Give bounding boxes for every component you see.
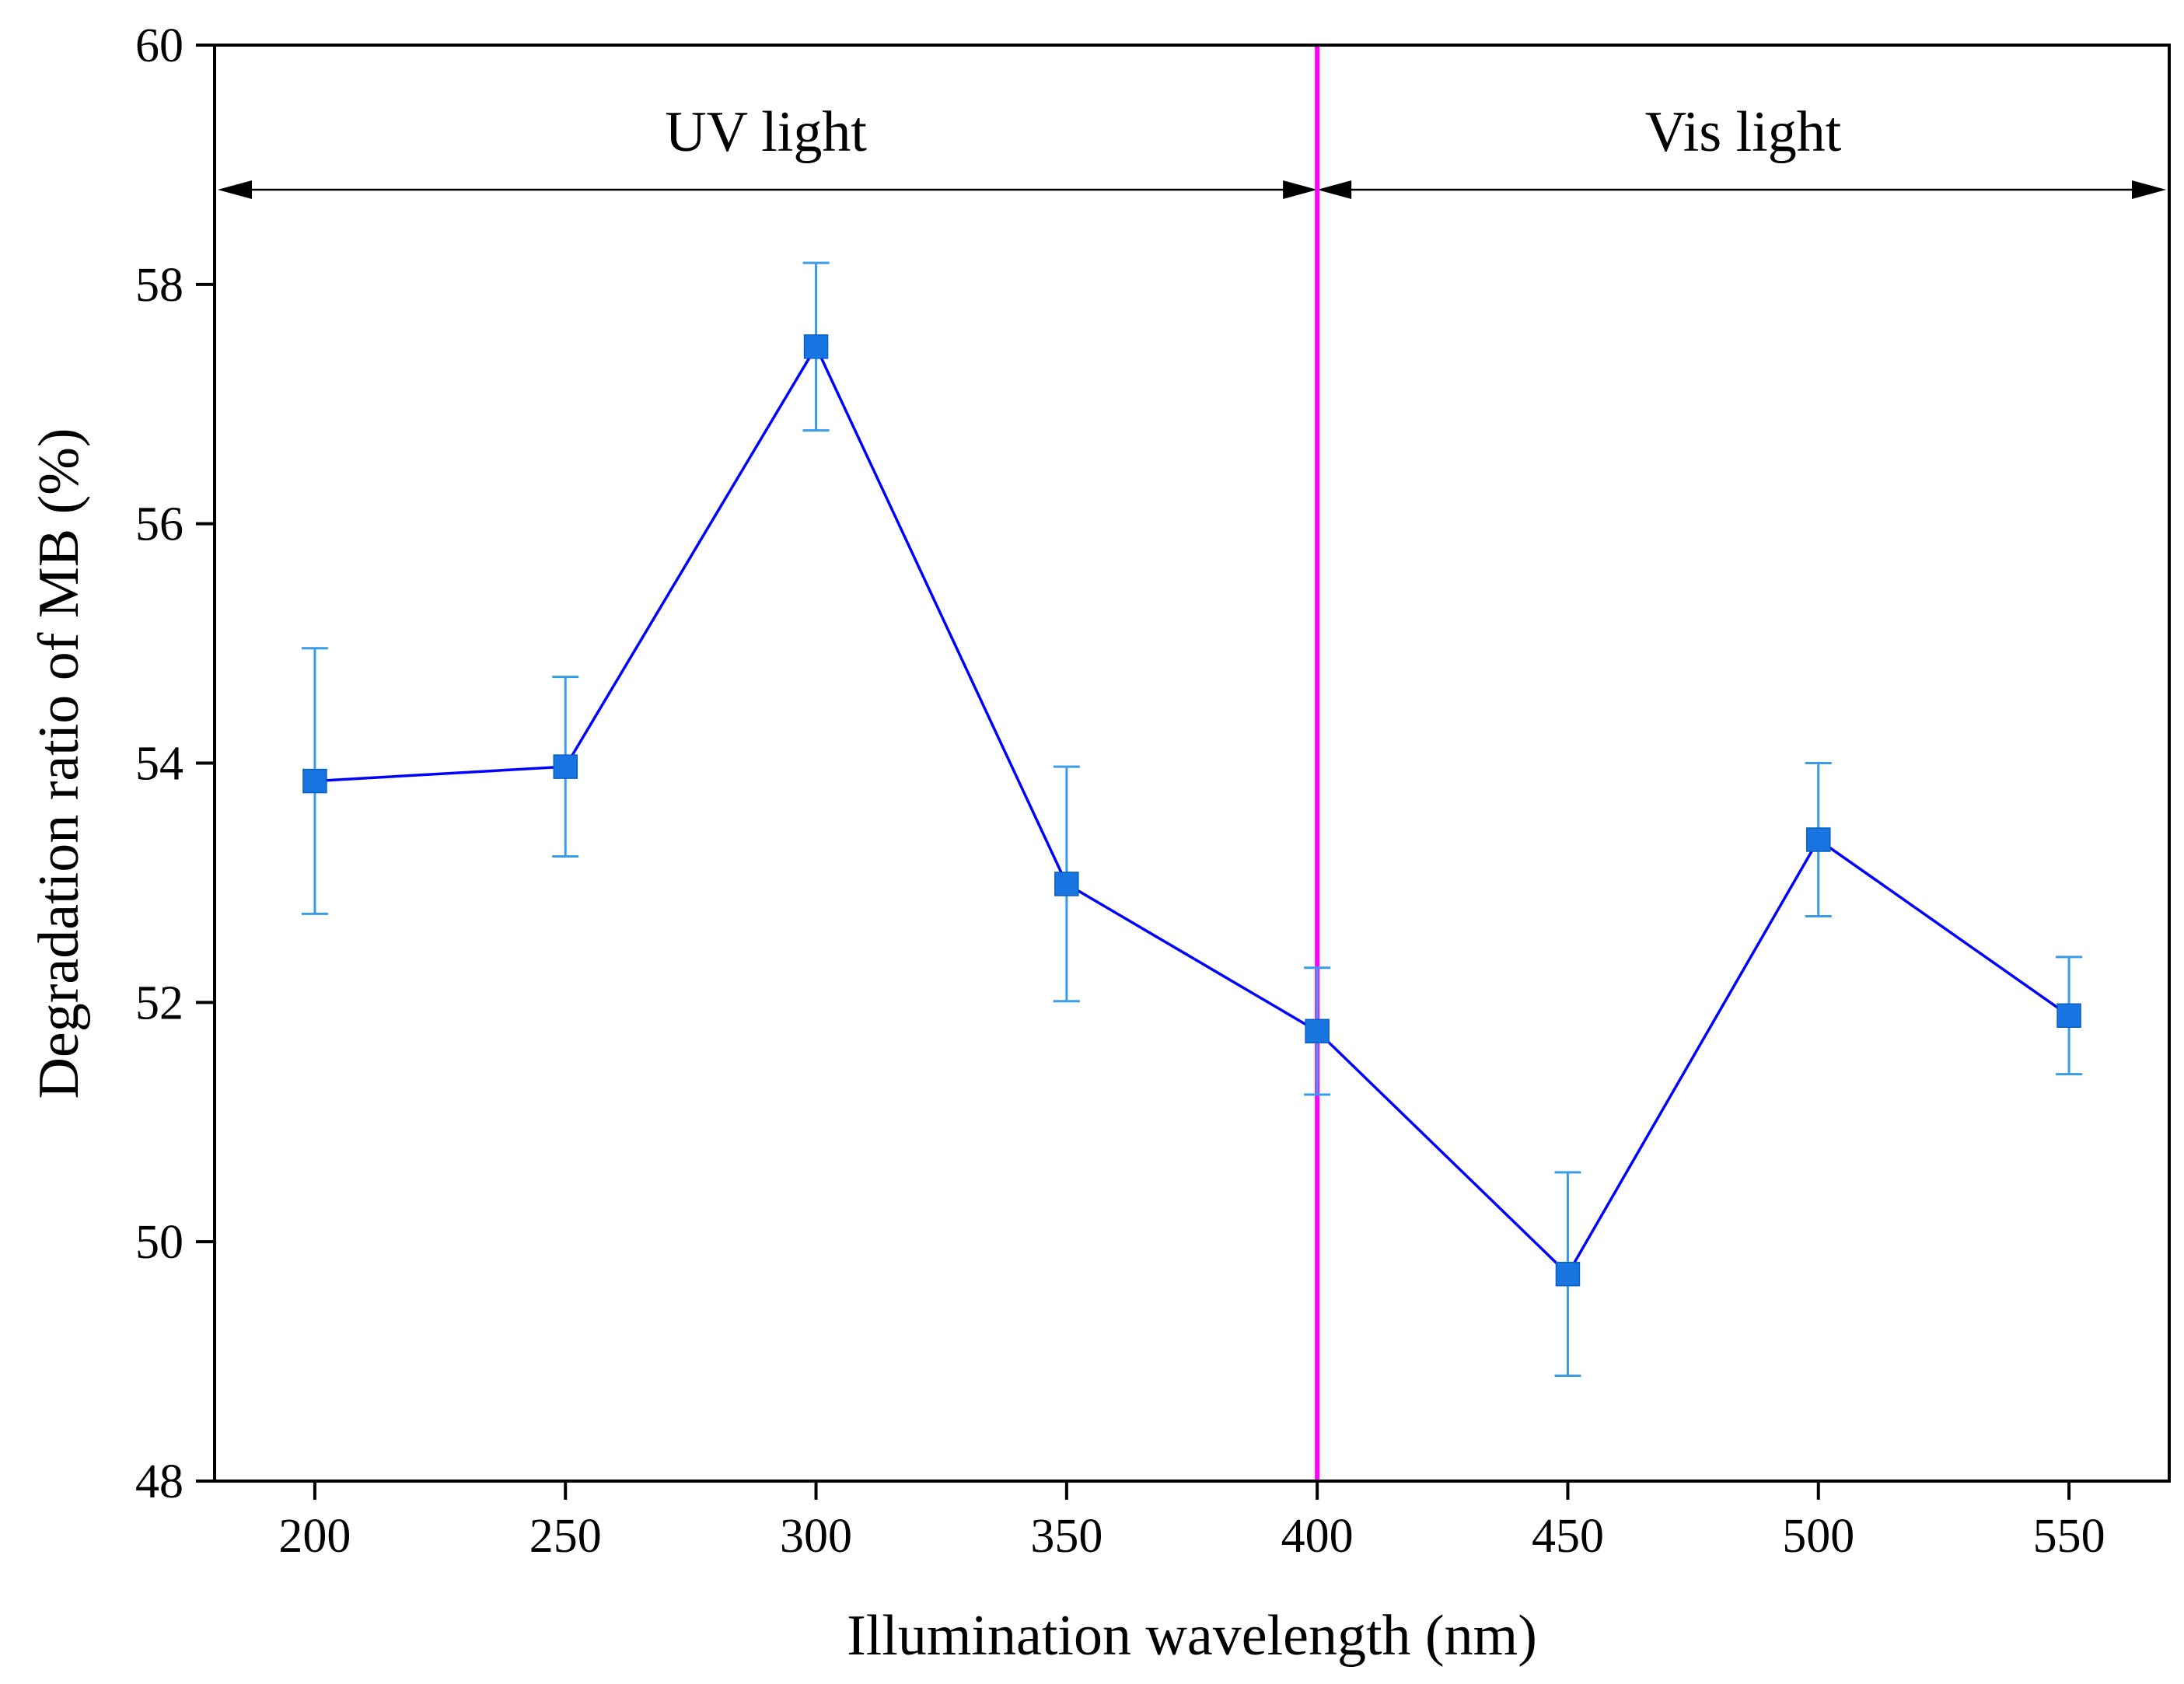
y-tick-label: 60 (135, 19, 183, 72)
x-tick-label: 400 (1281, 1510, 1354, 1563)
data-point (1555, 1261, 1581, 1287)
y-tick-label: 50 (135, 1216, 183, 1269)
data-point (803, 334, 829, 359)
y-tick-label: 58 (135, 259, 183, 312)
x-tick-label: 250 (529, 1510, 602, 1563)
data-point (2056, 1003, 2081, 1029)
region-arrow-head-left (218, 180, 252, 199)
region-arrow-head-right (1283, 180, 1318, 199)
chart-marks: UV light Vis light (218, 45, 2166, 1481)
uv-light-label: UV light (665, 100, 867, 164)
x-tick-label: 200 (278, 1510, 351, 1563)
x-tick-label: 300 (780, 1510, 852, 1563)
axis-ticks: 200 250 300 350 400 450 500 550 48 50 52 54 56 58 60 (135, 19, 2105, 1563)
data-point (1305, 1018, 1330, 1044)
vis-light-label: Vis light (1645, 100, 1842, 164)
x-tick-label: 450 (1532, 1510, 1604, 1563)
x-tick-label: 550 (2033, 1510, 2105, 1563)
data-point (1806, 827, 1831, 852)
y-tick-label: 54 (135, 738, 183, 791)
data-point (302, 768, 327, 794)
y-axis-title: Degradation ratio of MB (%) (27, 428, 91, 1099)
region-arrow-head-left (1317, 180, 1352, 199)
x-tick-label: 500 (1782, 1510, 1854, 1563)
x-tick-label: 350 (1030, 1510, 1102, 1563)
y-tick-label: 52 (135, 977, 183, 1029)
y-tick-label: 56 (135, 498, 183, 551)
data-point (1054, 872, 1079, 896)
region-arrow-head-right (2132, 180, 2166, 199)
x-axis-title: Illumination wavelength (nm) (847, 1604, 1537, 1668)
data-point (553, 754, 578, 779)
series-line (314, 344, 2070, 1277)
y-tick-label: 48 (135, 1455, 183, 1508)
